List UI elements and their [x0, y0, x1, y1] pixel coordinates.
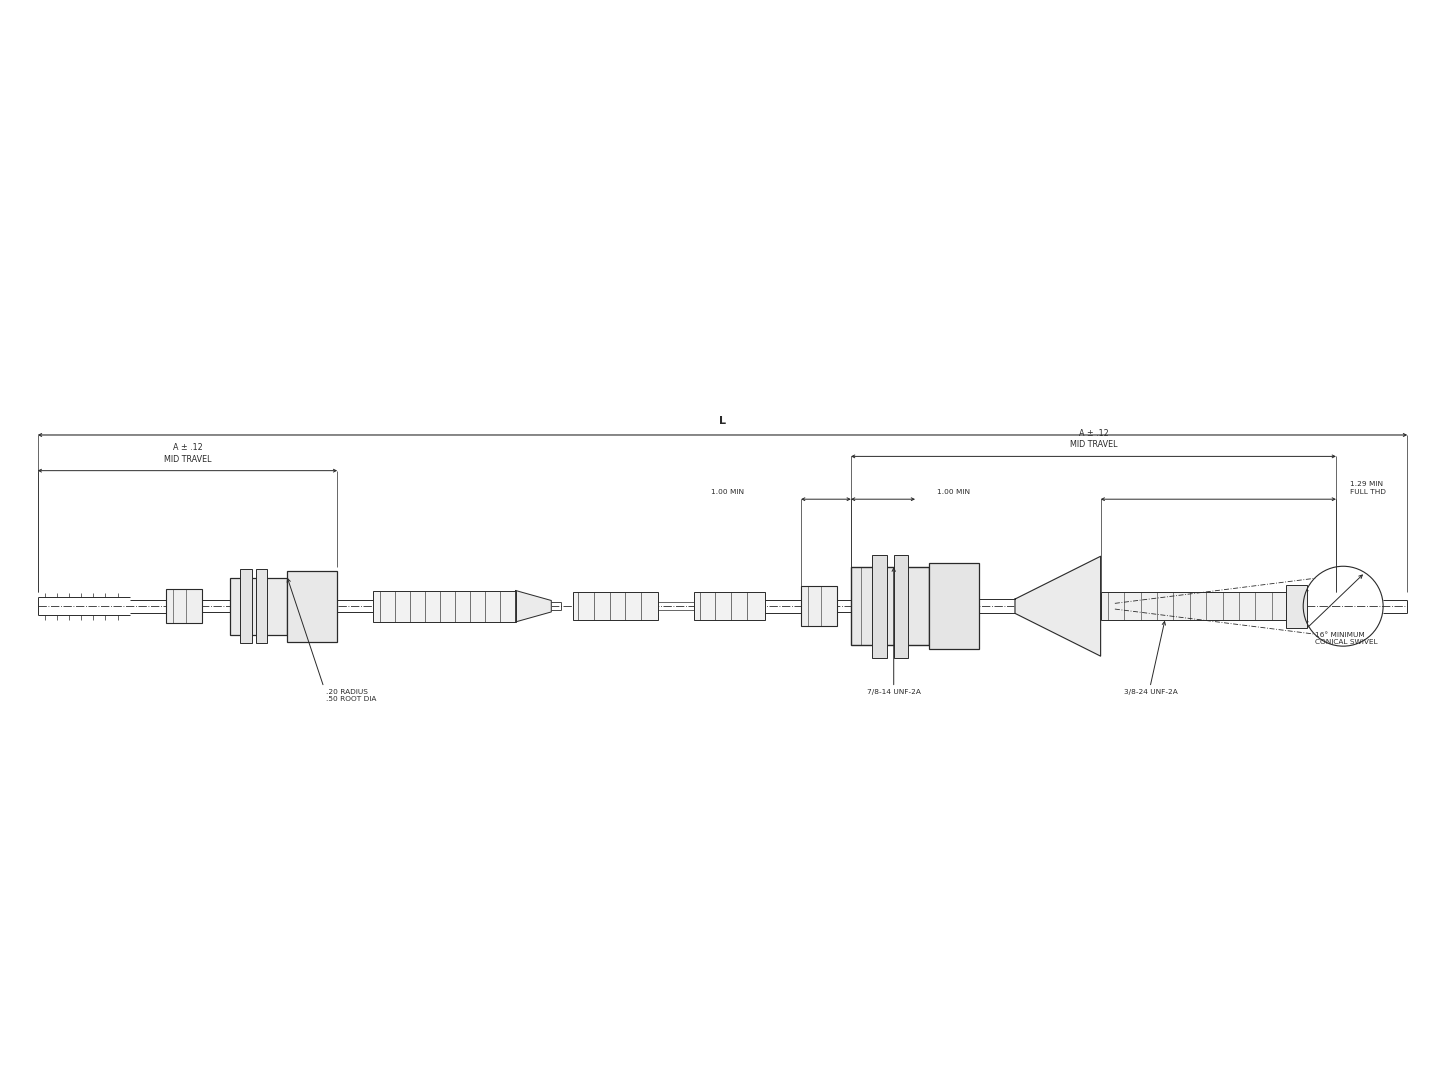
Text: 16° MINIMUM
CONICAL SWIVEL: 16° MINIMUM CONICAL SWIVEL [1315, 632, 1377, 645]
Text: 1.29 MIN
FULL THD: 1.29 MIN FULL THD [1350, 481, 1386, 495]
Bar [373, 591, 516, 622]
Bar [256, 569, 267, 643]
Bar [929, 564, 980, 649]
Text: .20 RADIUS
.50 ROOT DIA: .20 RADIUS .50 ROOT DIA [325, 689, 376, 702]
Text: L: L [720, 416, 725, 426]
Polygon shape [1014, 556, 1101, 656]
Text: A ± .12
MID TRAVEL: A ± .12 MID TRAVEL [163, 443, 211, 464]
Text: 1.00 MIN: 1.00 MIN [711, 489, 744, 495]
Bar [1101, 592, 1286, 620]
Bar [893, 555, 907, 658]
Bar [873, 555, 887, 658]
Bar [801, 586, 837, 627]
Bar [851, 567, 929, 645]
Bar [694, 592, 766, 620]
Text: A ± .12
MID TRAVEL: A ± .12 MID TRAVEL [1069, 429, 1117, 449]
Bar [230, 578, 288, 635]
Bar [240, 569, 251, 643]
Bar [1286, 584, 1308, 628]
Polygon shape [516, 591, 552, 622]
Text: 1.00 MIN: 1.00 MIN [936, 489, 970, 495]
Bar [288, 570, 337, 642]
Text: 3/8-24 UNF-2A: 3/8-24 UNF-2A [1124, 689, 1178, 695]
Text: 7/8-14 UNF-2A: 7/8-14 UNF-2A [867, 689, 920, 695]
Bar [166, 589, 202, 623]
Bar [572, 592, 659, 620]
